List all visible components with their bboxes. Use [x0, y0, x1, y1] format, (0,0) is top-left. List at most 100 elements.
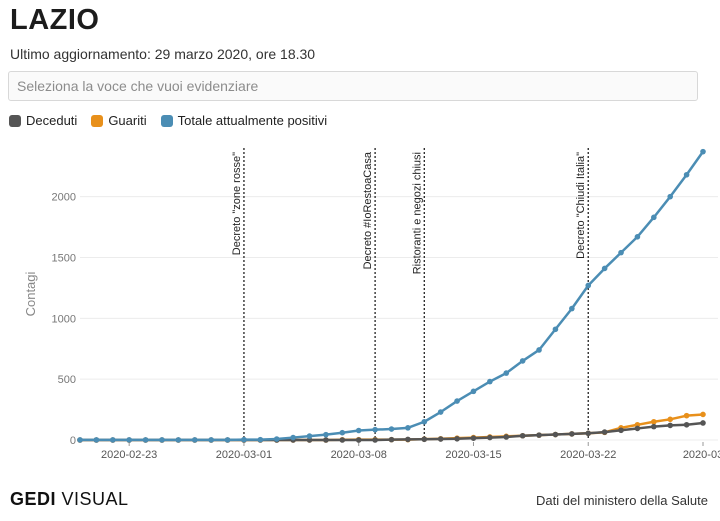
x-tick-label: 2020-03-15	[445, 449, 501, 461]
data-point	[700, 411, 706, 418]
series-line	[80, 150, 705, 442]
highlight-select[interactable]	[8, 71, 698, 101]
data-point	[355, 427, 362, 434]
x-tick-label: 2020-03-01	[216, 449, 272, 461]
legend-swatch	[160, 114, 173, 127]
last-updated: Ultimo aggiornamento: 29 marzo 2020, ore…	[10, 46, 316, 62]
data-point	[388, 436, 395, 443]
data-point	[405, 436, 411, 443]
legend-item-positivi[interactable]: Totale attualmente positivi	[160, 113, 328, 128]
data-point	[470, 388, 477, 395]
data-point	[519, 432, 526, 439]
data-point	[601, 429, 608, 435]
data-point	[667, 422, 674, 429]
annotation-label: Decreto "zone rosse"	[231, 152, 243, 255]
data-point	[323, 431, 329, 438]
data-point	[536, 347, 542, 353]
x-tick-label: 2020-03	[683, 449, 720, 461]
data-point	[93, 437, 100, 443]
legend-item-deceduti[interactable]: Deceduti	[9, 113, 77, 128]
data-source: Dati del ministero della Salute	[536, 493, 708, 508]
data-point	[618, 427, 624, 434]
legend-label: Guariti	[108, 113, 147, 128]
legend-swatch	[91, 114, 104, 127]
data-point	[536, 432, 542, 438]
data-point	[142, 437, 149, 443]
data-point	[109, 437, 116, 443]
data-point	[355, 437, 362, 443]
legend-label: Deceduti	[26, 113, 78, 128]
data-point	[700, 420, 706, 426]
y-axis-label: Contagi	[23, 271, 38, 316]
y-tick-label: 2000	[52, 192, 76, 204]
data-point	[683, 421, 690, 428]
y-tick-label: 1000	[52, 313, 76, 325]
data-point	[487, 378, 493, 385]
data-point	[683, 412, 690, 419]
y-tick-label: 1500	[52, 253, 76, 265]
y-tick-label: 0	[70, 435, 76, 447]
x-tick-label: 2020-03-08	[331, 449, 387, 461]
annotation-label: Decreto "Chiudi Italia"	[575, 152, 587, 259]
data-point	[651, 214, 657, 221]
gedi-visual-logo: GEDI VISUAL	[10, 489, 129, 509]
data-point	[191, 437, 198, 443]
data-point	[667, 416, 674, 423]
highlight-select-input[interactable]	[9, 72, 697, 100]
data-point	[372, 437, 378, 443]
data-point	[339, 429, 346, 436]
legend-label: Totale attualmente positivi	[177, 113, 328, 128]
data-point	[552, 326, 559, 333]
data-point	[175, 437, 182, 443]
data-point	[667, 193, 674, 200]
legend: Deceduti Guariti Totale attualmente posi…	[9, 113, 341, 128]
data-point	[290, 434, 296, 441]
data-point	[585, 430, 592, 437]
data-point	[323, 437, 329, 443]
line-chart: 0 500 1000 1500 2000 2020-02-23 2020-03-01 2020…	[23, 148, 720, 461]
data-point	[634, 425, 641, 432]
data-point	[552, 431, 559, 438]
data-point	[503, 434, 510, 440]
data-point	[77, 437, 83, 443]
data-point	[569, 431, 575, 437]
data-point	[585, 282, 592, 289]
data-point	[634, 234, 641, 240]
data-point	[454, 435, 460, 442]
data-point	[519, 358, 526, 364]
data-point	[503, 370, 510, 376]
x-tick-label: 2020-02-23	[101, 449, 157, 461]
data-point	[159, 437, 165, 443]
data-point	[651, 423, 657, 430]
data-point	[306, 437, 313, 443]
data-point	[257, 436, 264, 443]
data-point	[405, 425, 411, 431]
data-point	[700, 148, 706, 155]
data-point	[618, 249, 624, 256]
data-point	[601, 265, 608, 272]
data-point	[421, 436, 428, 443]
data-point	[437, 409, 444, 415]
page-title: LAZIO	[10, 4, 100, 36]
annotation-label: Decreto #IoRestoaCasa	[362, 151, 374, 269]
data-point	[421, 418, 428, 425]
x-tick-label: 2020-03-22	[560, 449, 616, 461]
data-point	[224, 437, 231, 443]
data-point	[388, 426, 395, 432]
data-point	[339, 437, 346, 443]
data-point	[372, 426, 378, 433]
data-point	[454, 398, 460, 404]
data-point	[683, 171, 690, 178]
data-point	[306, 433, 313, 439]
data-point	[273, 436, 280, 442]
data-point	[437, 436, 444, 442]
legend-item-guariti[interactable]: Guariti	[91, 113, 147, 128]
y-tick-label: 500	[58, 374, 76, 386]
data-point	[487, 434, 493, 441]
data-point	[208, 437, 214, 443]
data-point	[126, 437, 132, 443]
annotation-label: Ristoranti e negozi chiusi	[411, 152, 423, 274]
data-point	[241, 436, 247, 443]
legend-swatch	[9, 114, 21, 127]
data-point	[569, 305, 575, 312]
